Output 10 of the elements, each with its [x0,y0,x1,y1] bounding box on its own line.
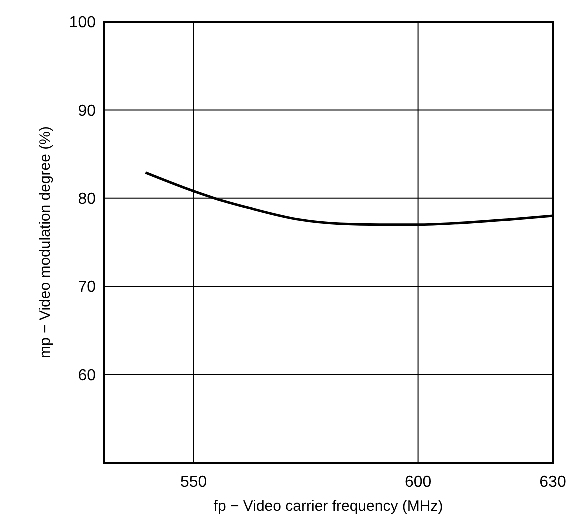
y-tick-label: 80 [78,191,96,208]
y-tick-label: 70 [78,279,96,296]
y-tick-label: 100 [69,14,96,32]
y-tick-label: 60 [78,367,96,384]
y-tick-label: 90 [78,102,96,120]
x-tick-label: 550 [180,474,208,491]
y-axis-title: mp − Video modulation degree (%) [37,126,54,358]
x-tick-label: 630 [540,474,566,491]
x-axis-title: fp − Video carrier frequency (MHz) [214,498,444,515]
x-tick-label: 600 [404,474,432,491]
